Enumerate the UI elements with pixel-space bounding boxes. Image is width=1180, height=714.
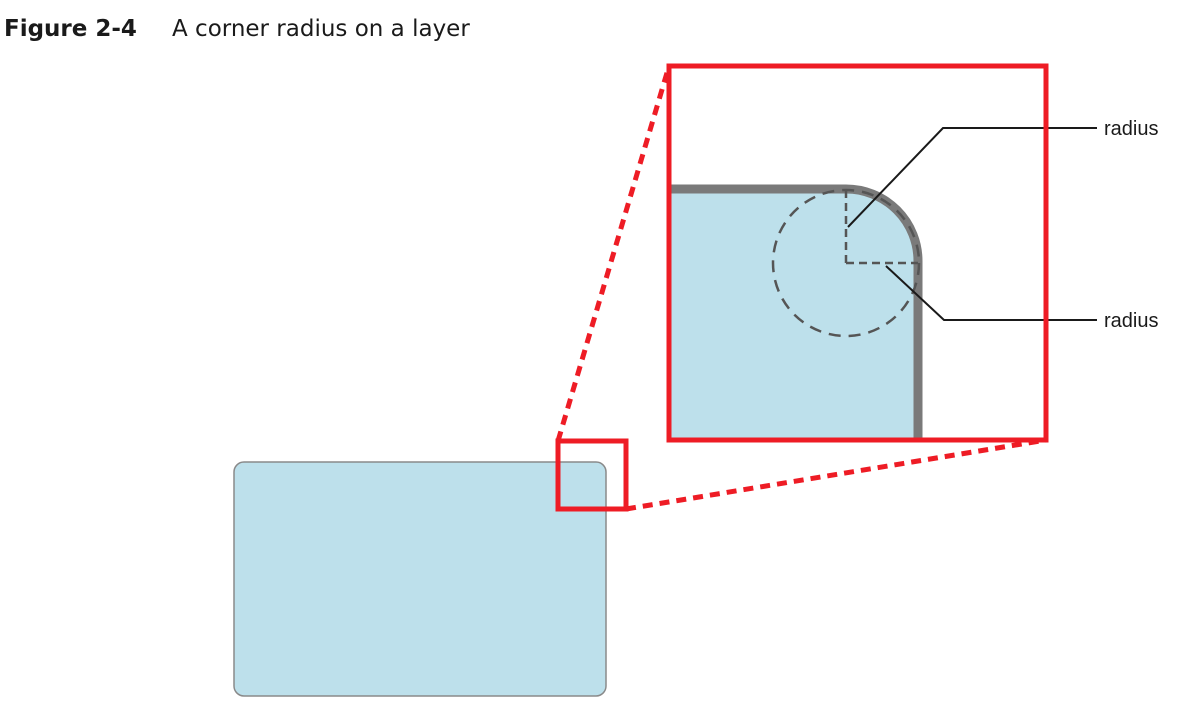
radius-label-bottom: radius: [1104, 310, 1158, 332]
figure-number: Figure 2-4: [4, 16, 137, 42]
figure-title: A corner radius on a layer: [172, 16, 470, 42]
zoomed-corner-view: [666, 63, 1097, 443]
zoomed-layer-fill: [669, 189, 918, 440]
figure-caption: Figure 2-4 A corner radius on a layer: [4, 12, 470, 46]
zoom-connector-bottom: [625, 437, 1047, 512]
radius-label-top: radius: [1104, 118, 1158, 140]
zoom-frame: [666, 63, 1049, 443]
corner-focus-box: [555, 438, 629, 512]
zoom-connector-top: [555, 65, 672, 442]
layer-rectangle: [233, 461, 607, 697]
